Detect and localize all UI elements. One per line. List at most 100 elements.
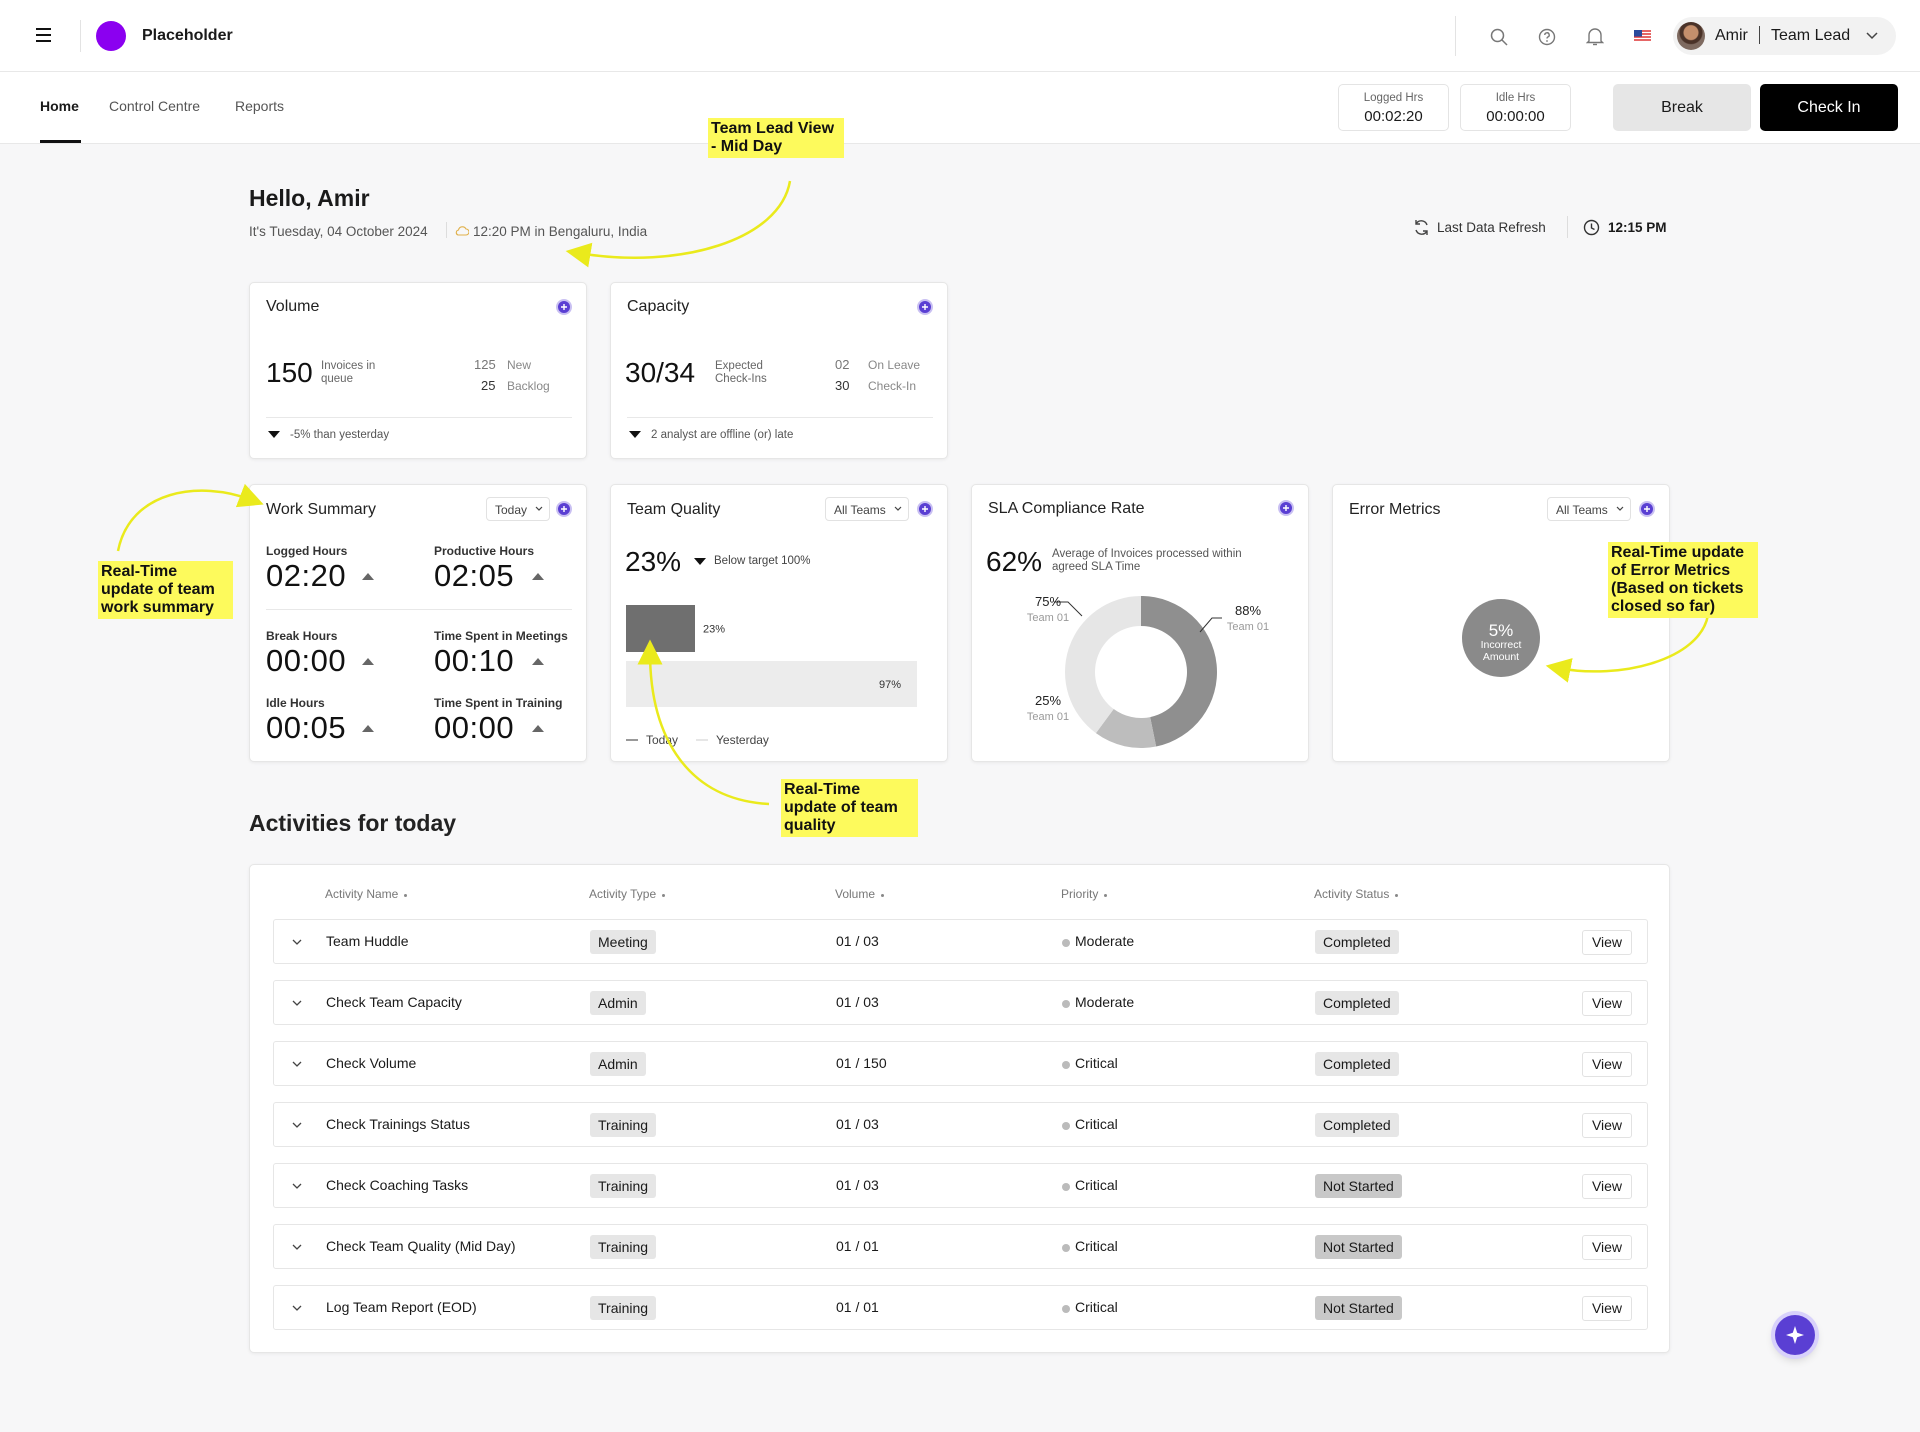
trend-up-icon [362,725,374,732]
nav-tab[interactable]: Control Centre [109,98,201,114]
volume-card: Volume 150 Invoices in queue 125 New 25 … [249,282,587,459]
activity-row: Check Team Quality (Mid Day) Training 01 /… [273,1224,1648,1269]
check-in-button[interactable]: Check In [1760,84,1898,131]
activity-row: Check Trainings Status Training 01 / 03 Cri… [273,1102,1648,1147]
kpi-label: Invoices in queue [321,360,376,385]
refresh-icon[interactable] [1413,219,1430,236]
activity-priority: Critical [1075,1055,1118,1071]
menu-icon[interactable] [36,28,52,42]
expand-icon [292,1061,302,1067]
timer: Idle Hrs 00:00:00 [1460,84,1571,131]
bubble-label-line: Amount [1483,651,1519,663]
expand-icon [292,1305,302,1311]
filter-value: All Teams [834,503,886,517]
timer-label: Logged Hrs [1363,92,1424,104]
metric-label: Idle Hours [266,696,325,710]
column-header[interactable]: Priority [1061,887,1099,901]
metric-value: 00:00 [266,643,347,678]
error-metrics-card: Error Metrics All Teams 5% Incorrect Amoun… [1332,484,1670,762]
notification-icon[interactable] [1586,27,1604,46]
view-button[interactable]: View [1582,1296,1632,1321]
add-icon[interactable] [556,501,572,517]
sub-nav: Home Control Centre Reports Logged Hrs 0… [0,72,1920,144]
expand-icon[interactable] [292,1244,302,1251]
user-role: Team Lead [1771,27,1851,44]
metric-label: Break Hours [266,629,338,643]
activity-name: Check Coaching Tasks [326,1177,469,1193]
break-button[interactable]: Break [1613,84,1751,131]
view-button[interactable]: View [1582,1052,1632,1077]
search-icon[interactable] [1490,28,1508,46]
activity-row: Log Team Report (EOD) Training 01 / 01 Crit… [273,1285,1648,1330]
priority-dot [1062,1183,1070,1191]
filter-value: Today [495,503,528,517]
activity-priority: Moderate [1075,933,1135,949]
view-button[interactable]: View [1582,1113,1632,1138]
expand-icon[interactable] [292,1183,302,1190]
filter-dropdown[interactable]: All Teams [825,497,909,521]
view-button[interactable]: View [1582,930,1632,955]
add-icon[interactable] [917,299,933,315]
expand-icon[interactable] [292,1305,302,1312]
view-button[interactable]: View [1582,1235,1632,1260]
activity-name: Check Team Capacity [326,994,462,1010]
add-icon[interactable] [556,299,572,315]
help-icon[interactable] [1538,28,1556,46]
nav-tab[interactable]: Home [40,98,79,114]
filter-dropdown[interactable]: Today [486,497,551,521]
refresh-time: 12:15 PM [1608,220,1667,235]
activity-row: Check Team Capacity Admin 01 / 03 Moderate C… [273,980,1648,1025]
active-tab-indicator [40,140,81,143]
metric-label: Logged Hours [266,544,348,558]
add-icon[interactable] [1639,501,1655,517]
stat-label: New [507,358,532,372]
sort-indicator [1104,894,1107,897]
card-title: Work Summary [266,501,376,518]
refresh-label: Last Data Refresh [1437,220,1546,235]
nav-tab[interactable]: Reports [235,98,285,114]
activity-status: Completed [1315,991,1399,1015]
kpi-value: 62% [986,546,1043,577]
view-button[interactable]: View [1582,991,1632,1016]
expand-icon[interactable] [292,1061,302,1068]
column-header[interactable]: Activity Status [1314,887,1390,901]
sort-indicator [404,894,407,897]
sort-indicator [662,894,665,897]
trend-up-icon [532,658,544,665]
activity-volume: 01 / 01 [836,1238,879,1254]
sort-indicator [881,894,884,897]
user-menu[interactable]: Amir Team Lead [1673,17,1896,55]
clock-icon [1583,219,1600,236]
brand-name: Placeholder [142,27,233,44]
activity-volume: 01 / 03 [836,1116,879,1132]
flag-icon[interactable] [1634,30,1651,42]
column-header[interactable]: Volume [835,887,876,901]
bar-value-label: 97% [879,679,901,691]
view-button[interactable]: View [1582,1174,1632,1199]
timer-label: Idle Hrs [1495,92,1536,104]
sort-indicator [1395,894,1398,897]
trend-up-icon [362,573,374,580]
card-title: Capacity [627,298,690,315]
kpi-value: 150 [266,357,313,388]
activity-name: Check Volume [326,1055,417,1071]
column-header[interactable]: Activity Type [589,887,657,901]
column-header[interactable]: Activity Name [325,887,399,901]
activity-type: Training [590,1235,657,1259]
timer: Logged Hrs 00:02:20 [1338,84,1449,131]
activity-status: Completed [1315,1113,1399,1137]
filter-dropdown[interactable]: All Teams [1547,497,1631,521]
add-icon[interactable] [917,501,933,517]
kpi-note: Below target 100% [714,555,811,567]
add-icon[interactable] [1278,500,1294,516]
assistant-button[interactable] [1775,1315,1815,1355]
priority-dot [1062,1000,1070,1008]
expand-icon[interactable] [292,1122,302,1129]
greeting-location-time: 12:20 PM in Bengaluru, India [473,224,648,239]
trend-up-icon [362,725,374,732]
kpi-value: 23% [625,546,682,577]
capacity-card: Capacity 30/34 Expected Check-Ins 02 On … [610,282,948,459]
expand-icon[interactable] [292,1000,302,1007]
expand-icon[interactable] [292,939,302,946]
